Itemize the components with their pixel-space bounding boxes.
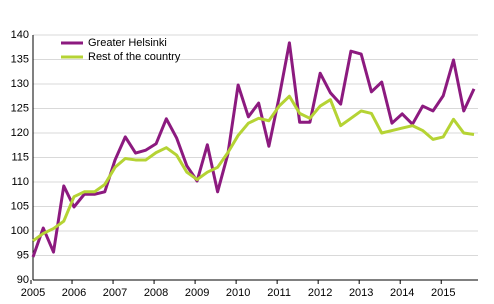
y-tick-label: 115	[11, 151, 29, 163]
y-tick-label: 140	[11, 29, 29, 41]
y-tick-label: 90	[17, 274, 29, 286]
x-tick-label: 2013	[349, 287, 373, 299]
y-tick-label: 95	[17, 249, 29, 261]
y-tick-label: 110	[11, 176, 29, 188]
x-tick-label: 2009	[185, 287, 209, 299]
x-tick-label: 2012	[308, 287, 332, 299]
series-line	[31, 41, 476, 258]
x-tick-label: 2010	[226, 287, 250, 299]
x-tick-label: 2011	[267, 287, 291, 299]
x-tick-label: 2005	[21, 287, 45, 299]
y-tick-label: 130	[11, 78, 29, 90]
y-tick-label: 135	[11, 53, 29, 65]
series-line	[32, 94, 475, 243]
x-tick-label: 2014	[390, 287, 414, 299]
y-tick-label: 100	[11, 225, 29, 237]
x-tick-label: 2008	[144, 287, 168, 299]
x-tick-label: 2006	[62, 287, 86, 299]
x-tick-label: 2007	[103, 287, 127, 299]
legend-label: Greater Helsinki	[88, 37, 167, 49]
legend-label: Rest of the country	[88, 51, 181, 63]
y-tick-label: 105	[11, 200, 29, 212]
x-tick-label: 2015	[431, 287, 455, 299]
y-tick-label: 125	[11, 102, 29, 114]
y-tick-label: 120	[11, 127, 29, 139]
